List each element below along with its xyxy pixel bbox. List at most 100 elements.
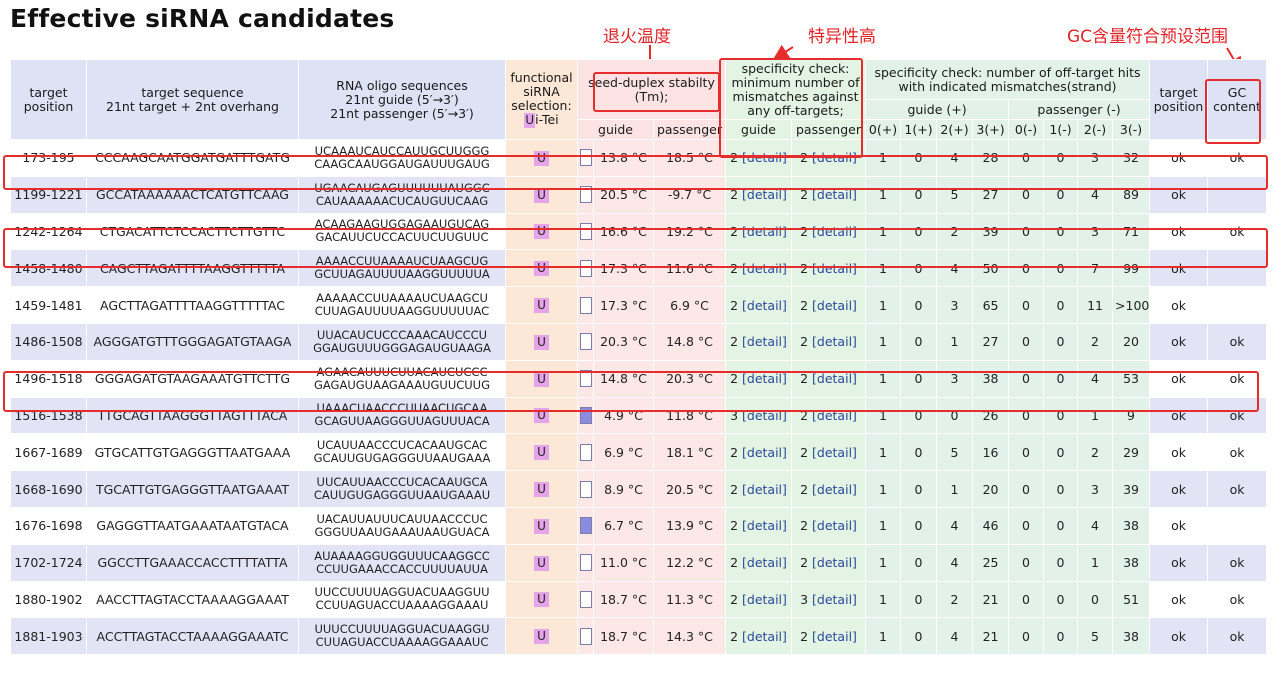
passenger-sequence: CAUAAAAAACUCAUGUUCAAG — [315, 193, 489, 208]
detail-link[interactable]: [detail] — [812, 444, 857, 460]
offtarget-hit-count: 46 — [972, 506, 1010, 545]
offtarget-hit-count: 5 — [1077, 617, 1114, 656]
header-mm-3-plus: 3(+) — [972, 119, 1010, 140]
detail-link[interactable]: [detail] — [812, 628, 857, 644]
offtarget-hit-count: 1 — [865, 543, 902, 582]
header-tm-passenger: passenger — [653, 119, 726, 140]
tm-passenger: 11.3 °C — [653, 580, 726, 619]
offtarget-hit-count: 89 — [1112, 175, 1151, 214]
detail-link[interactable]: [detail] — [742, 481, 787, 497]
guide-sequence: UGAACAUGAGUUUUUUAUGGC — [314, 180, 490, 195]
passenger-sequence: GGGUUAAUGAAAUAAUGUACA — [314, 524, 490, 539]
detail-link[interactable]: [detail] — [742, 518, 787, 534]
detail-link[interactable]: [detail] — [812, 407, 857, 423]
detail-link[interactable]: [detail] — [742, 555, 787, 571]
detail-link[interactable]: [detail] — [742, 223, 787, 239]
functional-cell: U — [505, 175, 578, 214]
detail-link[interactable]: [detail] — [742, 187, 787, 203]
tm-passenger: 14.3 °C — [653, 617, 726, 656]
offtarget-hit-count: 0 — [1008, 139, 1045, 177]
target-position-ok: ok — [1149, 396, 1209, 435]
target-position: 1667-1689 — [10, 433, 87, 472]
tm-guide: 16.6 °C — [593, 212, 654, 251]
functional-cell: U — [505, 249, 578, 288]
offtarget-hit-count: 51 — [1112, 580, 1151, 619]
detail-link[interactable]: [detail] — [812, 223, 857, 239]
functional-cell: U — [505, 543, 578, 582]
detail-link[interactable]: [detail] — [812, 518, 857, 534]
tm-bar-cell — [577, 249, 594, 288]
offtarget-hit-count: 0 — [1043, 543, 1079, 582]
tm-bar-cell — [577, 359, 594, 398]
detail-link[interactable]: [detail] — [812, 187, 857, 203]
tm-bar-icon — [580, 406, 592, 424]
offtarget-hit-count: 0 — [1043, 322, 1079, 361]
table-row: 1458-1480 CAGCTTAGATTTTAAGGTTTTTA AAAACCUU… — [10, 249, 1268, 288]
detail-link[interactable]: [detail] — [742, 591, 787, 607]
detail-link[interactable]: [detail] — [812, 481, 857, 497]
offtarget-hit-count: 4 — [936, 139, 974, 177]
target-position-ok: ok — [1149, 617, 1209, 656]
offtarget-hit-count: 0 — [1043, 212, 1079, 251]
detail-link[interactable]: [detail] — [742, 371, 787, 387]
guide-sequence: UCAUUAACCCUCACAAUGCAC — [316, 438, 488, 453]
header-mm-1-minus: 1(-) — [1043, 119, 1079, 140]
offtarget-hit-count: 16 — [972, 433, 1010, 472]
offtarget-hit-count: 1 — [865, 249, 902, 288]
detail-link[interactable]: [detail] — [742, 407, 787, 423]
guide-sequence: AUAAAAGGUGGUUUCAAGGCC — [314, 548, 490, 563]
spec-passenger: 2 [detail] — [790, 212, 867, 251]
offtarget-hit-count: 7 — [1077, 249, 1114, 288]
detail-link[interactable]: [detail] — [742, 150, 787, 166]
u-badge: U — [534, 518, 549, 534]
detail-link[interactable]: [detail] — [812, 555, 857, 571]
detail-link[interactable]: [detail] — [812, 260, 857, 276]
spec-passenger: 2 [detail] — [790, 175, 867, 214]
header-guide-plus: guide (+) — [865, 99, 1010, 120]
detail-link[interactable]: [detail] — [742, 297, 787, 313]
u-badge: U — [534, 482, 549, 498]
detail-link[interactable]: [detail] — [742, 628, 787, 644]
offtarget-hit-count: 0 — [1008, 470, 1045, 508]
table-row: 1667-1689 GTGCATTGTGAGGGTTAATGAAA UCAUUAAC… — [10, 433, 1268, 472]
offtarget-hit-count: 1 — [865, 506, 902, 545]
detail-link[interactable]: [detail] — [812, 371, 857, 387]
detail-link[interactable]: [detail] — [812, 297, 857, 313]
offtarget-hit-count: 0 — [1043, 470, 1079, 508]
detail-link[interactable]: [detail] — [812, 591, 857, 607]
header-tm-guide: guide — [577, 119, 654, 140]
table-row: 1702-1724 GGCCTTGAAACCACCTTTTATTA AUAAAAGG… — [10, 543, 1268, 582]
spec-guide: 2 [detail] — [725, 212, 792, 251]
offtarget-hit-count: 0 — [900, 617, 938, 656]
target-position-ok: ok — [1149, 139, 1209, 177]
detail-link[interactable]: [detail] — [812, 334, 857, 350]
tm-guide: 6.9 °C — [593, 433, 654, 472]
target-sequence: CTGACATTCTCCACTTCTTGTTC — [86, 212, 299, 251]
detail-link[interactable]: [detail] — [812, 150, 857, 166]
gc-content-ok: ok — [1207, 433, 1268, 472]
functional-cell: U — [505, 396, 578, 435]
offtarget-hit-count: 0 — [1043, 139, 1079, 177]
tm-bar-cell — [577, 175, 594, 214]
tm-guide: 6.7 °C — [593, 506, 654, 545]
offtarget-hit-count: 0 — [900, 286, 938, 324]
target-sequence: CCCAAGCAATGGATGATTTGATG — [86, 139, 299, 177]
oligo-sequences: UACAUUAUUUCAUUAACCCUC GGGUUAAUGAAAUAAUGUA… — [298, 506, 506, 545]
target-position: 1496-1518 — [10, 359, 87, 398]
detail-link[interactable]: [detail] — [742, 260, 787, 276]
spec-passenger: 2 [detail] — [790, 249, 867, 288]
offtarget-hit-count: 1 — [1077, 396, 1114, 435]
offtarget-hit-count: >100 — [1112, 286, 1151, 324]
offtarget-hit-count: 3 — [936, 286, 974, 324]
tm-bar-cell — [577, 322, 594, 361]
detail-link[interactable]: [detail] — [742, 444, 787, 460]
gc-content-ok — [1207, 175, 1268, 214]
offtarget-hit-count: 1 — [865, 433, 902, 472]
detail-link[interactable]: [detail] — [742, 334, 787, 350]
oligo-sequences: AAAAACCUUAAAAUCUAAGCU CUUAGAUUUUAAGGUUUUU… — [298, 286, 506, 324]
spec-guide: 2 [detail] — [725, 175, 792, 214]
offtarget-hit-count: 20 — [1112, 322, 1151, 361]
offtarget-hit-count: 0 — [900, 212, 938, 251]
passenger-sequence: CAUUGUGAGGGUUAAUGAAAU — [313, 488, 491, 503]
gc-content-ok: ok — [1207, 470, 1268, 508]
